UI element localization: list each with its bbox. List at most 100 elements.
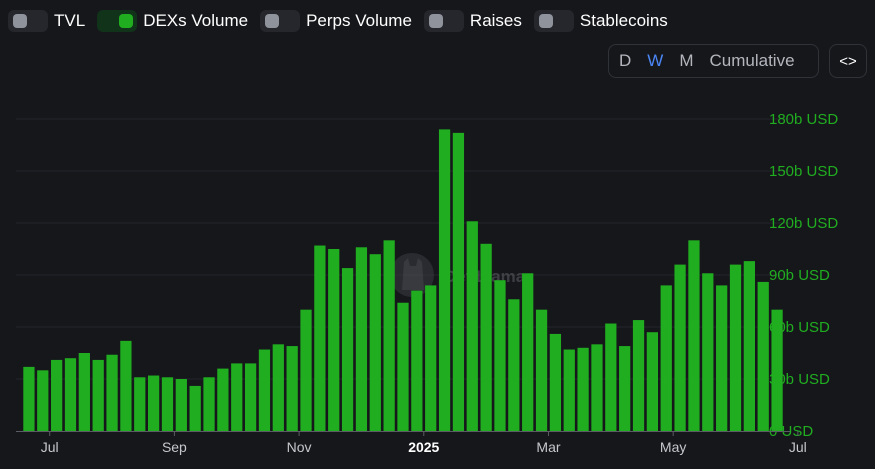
toggle-raises[interactable]: Raises [423,10,526,32]
bar[interactable] [51,359,63,431]
bar[interactable] [244,363,257,431]
bar[interactable] [660,285,672,431]
bar[interactable] [161,377,174,431]
x-tick-label: May [660,439,686,455]
y-tick-label: 120b USD [769,215,838,232]
bar[interactable] [78,353,90,431]
bar[interactable] [411,290,423,431]
x-tick-label: 2025 [408,439,439,455]
bar[interactable] [508,299,520,431]
bar[interactable] [716,285,728,431]
toggle-tvl[interactable]: TVL [8,10,89,32]
bar[interactable] [466,221,478,431]
bar[interactable] [23,366,35,431]
y-tick-label: 90b USD [769,267,830,284]
bar[interactable] [328,249,340,431]
bar[interactable] [106,354,118,431]
x-tick-label: Mar [536,439,560,455]
y-axis: 0 USD 30b USD 60b USD 90b USD 120b USD 150b U… [769,111,838,440]
bar[interactable] [147,375,160,431]
bar[interactable] [480,243,492,431]
toggle-knob [428,14,443,28]
bar[interactable] [203,377,215,431]
interval-w[interactable]: W [639,51,671,71]
bar-series [23,129,783,431]
code-icon: <> [839,52,857,70]
toggle-knob [119,14,134,28]
bar[interactable] [605,323,617,431]
bar[interactable] [619,346,631,431]
bar[interactable] [646,332,658,431]
llama-silhouette-icon [402,258,424,290]
toggle-switch[interactable] [533,10,574,32]
y-tick-label: 150b USD [769,163,838,180]
bar[interactable] [120,340,132,431]
bar[interactable] [189,385,201,431]
series-toggles: TVL DEXs Volume Perps Volume Raises Stableco… [8,10,672,32]
x-tick-label: Nov [287,439,312,455]
bar[interactable] [64,358,77,431]
bar[interactable] [563,349,575,431]
toggle-knob [538,14,553,28]
bar[interactable] [577,347,589,431]
x-tick-label: Sep [162,439,187,455]
bar[interactable] [383,240,395,431]
y-tick-label: 30b USD [769,371,830,388]
toggle-label: DEXs Volume [143,11,249,30]
bar[interactable] [702,273,714,431]
toggle-dexs-volume[interactable]: DEXs Volume [97,10,252,32]
bar[interactable] [314,245,326,431]
bar[interactable] [757,281,769,431]
toggle-knob [13,14,27,28]
toggle-label: TVL [54,11,86,30]
interval-selector: D W M Cumulative [608,44,819,78]
bar[interactable] [535,309,548,431]
bar[interactable] [369,254,381,431]
y-tick-label: 60b USD [769,319,830,336]
y-tick-label: 180b USD [769,111,838,128]
bar[interactable] [300,309,312,431]
x-axis: Jul Sep Nov 2025 Mar May Jul [16,431,807,455]
toggle-label: Raises [469,11,522,30]
toggle-perps-volume[interactable]: Perps Volume [260,10,416,32]
bar[interactable] [425,285,437,431]
bar[interactable] [674,264,686,431]
interval-m[interactable]: M [671,51,701,71]
bar[interactable] [175,379,187,431]
interval-d[interactable]: D [611,51,639,71]
bar[interactable] [355,247,368,431]
bar[interactable] [452,132,465,431]
bar[interactable] [549,333,562,431]
bar[interactable] [217,368,229,431]
toggle-stablecoins[interactable]: Stablecoins [533,10,672,32]
bar[interactable] [397,302,409,431]
bar[interactable] [258,349,271,431]
bar[interactable] [272,344,284,431]
toggle-switch[interactable] [97,10,138,32]
interval-cumulative[interactable]: Cumulative [702,51,803,71]
bar[interactable] [231,363,243,431]
toggle-switch[interactable] [8,10,48,32]
bar[interactable] [688,240,700,431]
bar[interactable] [743,261,755,431]
bar[interactable] [522,273,534,431]
bar[interactable] [591,344,603,431]
bar[interactable] [729,264,742,431]
bar[interactable] [134,377,146,431]
bar[interactable] [632,320,645,431]
embed-code-button[interactable]: <> [829,44,867,78]
toggle-label: Stablecoins [579,11,668,30]
toggle-switch[interactable] [260,10,301,32]
x-tick-label: Jul [789,439,807,455]
bar[interactable] [771,309,783,431]
x-tick-label: Jul [41,439,59,455]
bar[interactable] [341,268,354,431]
bar[interactable] [494,280,506,431]
toggle-switch[interactable] [423,10,464,32]
bar[interactable] [37,370,49,431]
bar[interactable] [286,346,298,431]
bar[interactable] [438,129,451,431]
bar[interactable] [92,359,104,431]
y-tick-label: 0 USD [769,423,813,440]
